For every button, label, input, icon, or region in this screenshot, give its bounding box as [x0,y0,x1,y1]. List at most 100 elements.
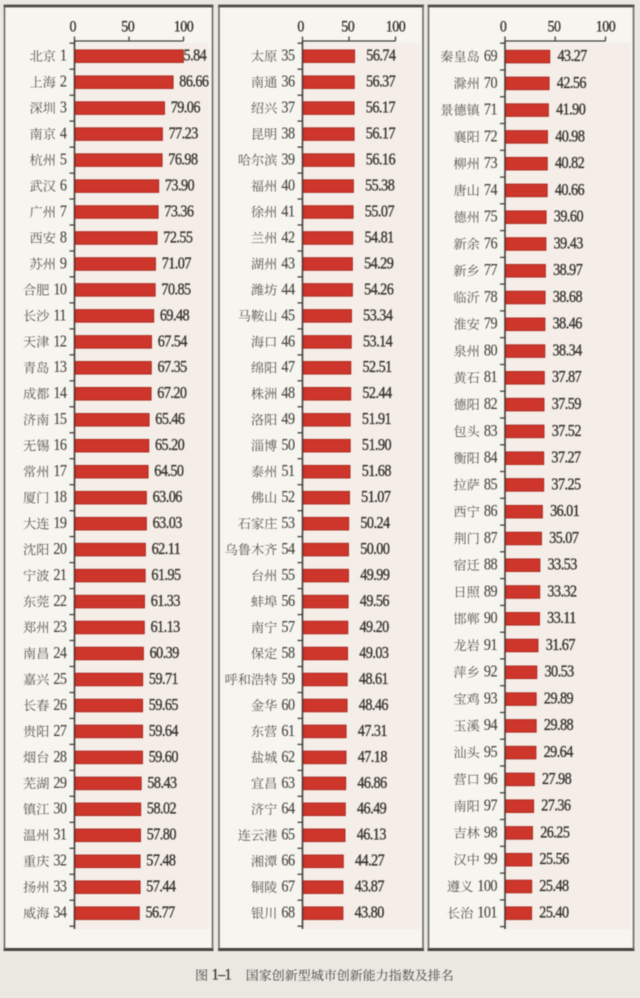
svg-text:50: 50 [341,19,354,36]
svg-text:43: 43 [281,254,295,272]
svg-text:29.64: 29.64 [544,743,574,761]
svg-text:67.20: 67.20 [157,384,187,402]
svg-text:26.25: 26.25 [540,823,570,841]
svg-text:16: 16 [53,436,67,454]
svg-text:33.32: 33.32 [547,582,576,600]
svg-text:64: 64 [281,800,295,818]
svg-text:40: 40 [281,177,295,195]
svg-text:77.23: 77.23 [169,125,199,143]
svg-text:99: 99 [484,850,498,868]
svg-text:46.49: 46.49 [357,800,387,818]
svg-text:54.29: 54.29 [364,254,394,272]
svg-text:58.43: 58.43 [147,774,177,792]
svg-text:3: 3 [60,99,67,117]
svg-text:63.06: 63.06 [153,488,183,506]
svg-text:98: 98 [484,823,498,841]
svg-text:31: 31 [53,826,66,844]
svg-text:5: 5 [60,151,67,169]
svg-text:66: 66 [281,852,295,870]
svg-text:57: 57 [281,618,295,636]
svg-text:43.80: 43.80 [355,904,385,922]
svg-text:37.52: 37.52 [552,422,581,440]
svg-text:33: 33 [53,878,67,896]
svg-text:58: 58 [281,644,295,662]
svg-text:25.48: 25.48 [539,877,569,895]
svg-text:100: 100 [174,19,194,36]
svg-text:62.11: 62.11 [152,540,181,558]
svg-text:63.03: 63.03 [153,514,183,532]
svg-text:56.17: 56.17 [366,125,396,143]
svg-text:61: 61 [281,722,294,740]
svg-text:64.50: 64.50 [154,462,184,480]
svg-text:95.84: 95.84 [177,47,207,65]
svg-text:73: 73 [484,154,498,172]
svg-text:35.07: 35.07 [549,529,579,547]
svg-text:38.46: 38.46 [553,315,583,333]
svg-text:46.13: 46.13 [357,826,387,844]
svg-text:51: 51 [281,462,294,480]
svg-text:32: 32 [53,852,66,870]
svg-text:71: 71 [484,101,497,119]
svg-text:31.67: 31.67 [546,636,576,654]
svg-text:0: 0 [69,19,76,36]
svg-text:73.90: 73.90 [165,177,195,195]
svg-text:52: 52 [281,488,294,506]
svg-text:67.54: 67.54 [158,332,188,350]
svg-text:12: 12 [53,332,66,350]
svg-text:37.59: 37.59 [552,395,582,413]
svg-text:59.71: 59.71 [149,670,178,688]
svg-text:37.25: 37.25 [551,475,581,493]
svg-text:56.17: 56.17 [366,99,396,117]
svg-text:46.86: 46.86 [357,774,387,792]
svg-text:33.53: 33.53 [548,556,578,574]
svg-text:85: 85 [484,475,498,493]
svg-text:55: 55 [281,566,295,584]
svg-text:43.87: 43.87 [355,878,385,896]
svg-text:8: 8 [60,228,67,246]
svg-text:69.48: 69.48 [160,306,190,324]
svg-text:49.56: 49.56 [360,592,390,610]
svg-text:27.98: 27.98 [542,770,572,788]
svg-text:100: 100 [477,877,498,895]
svg-text:100: 100 [386,19,406,36]
svg-text:90: 90 [484,609,498,627]
svg-text:38.34: 38.34 [553,342,583,360]
svg-text:92: 92 [484,663,497,681]
svg-text:70: 70 [484,74,498,92]
svg-text:0: 0 [500,19,507,36]
svg-text:56.74: 56.74 [366,47,396,65]
svg-text:35: 35 [281,47,295,65]
svg-text:60: 60 [281,696,295,714]
svg-text:47: 47 [281,358,295,376]
svg-text:56.77: 56.77 [146,904,176,922]
svg-text:55.38: 55.38 [365,177,395,195]
svg-text:37: 37 [281,99,295,117]
svg-text:94: 94 [484,716,498,734]
svg-text:56: 56 [281,592,295,610]
svg-text:30: 30 [53,800,67,818]
svg-text:36: 36 [281,73,295,91]
svg-text:10: 10 [53,280,67,298]
svg-text:45: 45 [281,306,295,324]
svg-text:69: 69 [484,47,498,65]
svg-text:55.07: 55.07 [365,202,395,220]
svg-text:11: 11 [53,306,66,324]
svg-text:29: 29 [53,774,67,792]
svg-text:47.18: 47.18 [358,748,388,766]
svg-text:76: 76 [484,234,498,252]
svg-text:37.27: 37.27 [551,449,581,467]
svg-text:34: 34 [53,904,67,922]
svg-text:39.60: 39.60 [554,208,584,226]
svg-text:59: 59 [281,670,295,688]
svg-text:9: 9 [60,254,67,272]
svg-text:14: 14 [53,384,67,402]
svg-text:50: 50 [121,19,134,36]
svg-text:42: 42 [281,228,294,246]
svg-text:39.43: 39.43 [554,234,584,252]
svg-text:100: 100 [596,19,616,36]
svg-text:30.53: 30.53 [545,663,575,681]
svg-text:50.00: 50.00 [360,540,390,558]
svg-text:19: 19 [53,514,67,532]
svg-text:37.87: 37.87 [552,368,582,386]
svg-text:41: 41 [281,202,294,220]
